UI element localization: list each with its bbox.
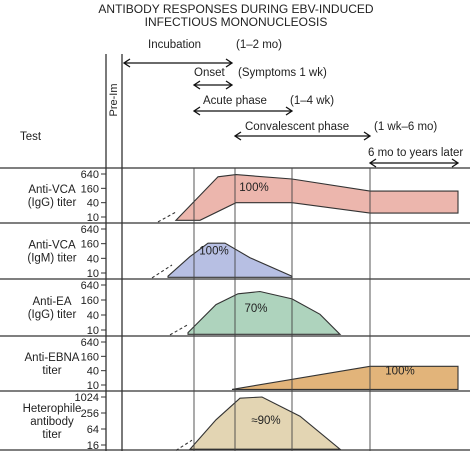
tick-ebna-640: 640 xyxy=(81,337,99,349)
row-label-vca_igm-2: (IgM) titer xyxy=(27,253,76,265)
row-label-ebna-1: Anti-EBNA xyxy=(25,352,80,364)
percent-label-vca_igm: 100% xyxy=(199,245,228,257)
area-vca_igg xyxy=(174,174,459,221)
tick-vca_igg-10: 10 xyxy=(87,212,99,224)
tick-ea_igg-10: 10 xyxy=(87,325,99,337)
tick-vca_igm-10: 10 xyxy=(87,268,99,280)
row-label-ebna-2: titer xyxy=(42,365,61,377)
dashed-lead-vca_igm xyxy=(151,264,173,279)
dashed-lead-ea_igg xyxy=(169,324,189,336)
row-label-vca_igg-2: (IgG) titer xyxy=(28,197,77,209)
tick-ea_igg-160: 160 xyxy=(81,295,99,307)
tick-ebna-10: 10 xyxy=(87,380,99,392)
tick-heterophile-1024: 1024 xyxy=(75,392,99,404)
tick-ea_igg-40: 40 xyxy=(87,310,99,322)
tick-vca_igg-160: 160 xyxy=(81,183,99,195)
percent-label-ebna: 100% xyxy=(385,366,414,378)
row-label-heterophile-1: Heterophile xyxy=(23,403,82,415)
area-ebna xyxy=(231,365,459,390)
tick-heterophile-16: 16 xyxy=(87,440,99,451)
tick-vca_igm-640: 640 xyxy=(81,224,99,236)
tick-ea_igg-640: 640 xyxy=(81,280,99,292)
panel-vca_igg: Anti-VCA(IgG) titer 640 160 40 10 100% xyxy=(0,167,470,224)
acute-duration: (1–4 wk) xyxy=(290,95,334,107)
incubation-label: Incubation xyxy=(148,39,201,51)
titer-panels: Anti-VCA(IgG) titer6401604010100%Anti-VC… xyxy=(0,167,470,451)
row-label-ea_igg-2: (IgG) titer xyxy=(28,309,77,321)
row-label-vca_igm-1: Anti-VCA xyxy=(28,240,76,252)
acute-label: Acute phase xyxy=(203,95,267,107)
chart-title-line-1: ANTIBODY RESPONSES DURING EBV-INDUCED xyxy=(98,2,373,16)
tick-vca_igm-40: 40 xyxy=(87,253,99,265)
convalescent-arrow xyxy=(233,131,372,141)
dashed-lead-vca_igg xyxy=(157,211,177,223)
phase-boundary-lines xyxy=(193,168,371,451)
pre-im-marker: Pre-Im xyxy=(108,84,120,117)
row-label-heterophile-2: antibody xyxy=(30,416,74,428)
incubation-arrow xyxy=(122,58,234,68)
row-label-ea_igg-1: Anti-EA xyxy=(33,296,72,308)
tick-vca_igg-40: 40 xyxy=(87,198,99,210)
convalescent-duration: (1 wk–6 mo) xyxy=(374,121,437,133)
late-arrow xyxy=(368,158,460,168)
percent-label-vca_igg: 100% xyxy=(239,182,268,194)
area-heterophile xyxy=(188,396,342,450)
late-label: 6 mo to years later xyxy=(368,147,463,159)
tick-ebna-40: 40 xyxy=(87,366,99,378)
area-vca_igm xyxy=(167,242,293,278)
onset-label: Onset xyxy=(194,67,225,79)
incubation-duration: (1–2 mo) xyxy=(236,39,282,51)
row-label-vca_igg-1: Anti-VCA xyxy=(28,184,76,196)
row-label-heterophile-3: titer xyxy=(42,429,61,441)
convalescent-label: Convalescent phase xyxy=(245,121,349,133)
tick-ebna-160: 160 xyxy=(81,351,99,363)
phase-timeline: Incubation (1–2 mo) Onset (Symptoms 1 wk… xyxy=(122,39,463,168)
tick-heterophile-256: 256 xyxy=(81,408,99,420)
tick-heterophile-64: 64 xyxy=(87,424,99,436)
panel-ea_igg: Anti-EA(IgG) titer 640 160 40 10 70% xyxy=(0,278,470,337)
tick-vca_igg-640: 640 xyxy=(81,169,99,181)
onset-duration: (Symptoms 1 wk) xyxy=(238,67,327,79)
column-header-test: Test xyxy=(20,131,42,143)
tick-vca_igm-160: 160 xyxy=(81,239,99,251)
onset-arrow xyxy=(192,80,234,90)
percent-label-heterophile: ≈90% xyxy=(251,415,280,427)
percent-label-ea_igg: 70% xyxy=(244,303,267,315)
acute-arrow xyxy=(192,106,294,116)
chart-title-line-2: INFECTIOUS MONONUCLEOSIS xyxy=(145,15,328,29)
